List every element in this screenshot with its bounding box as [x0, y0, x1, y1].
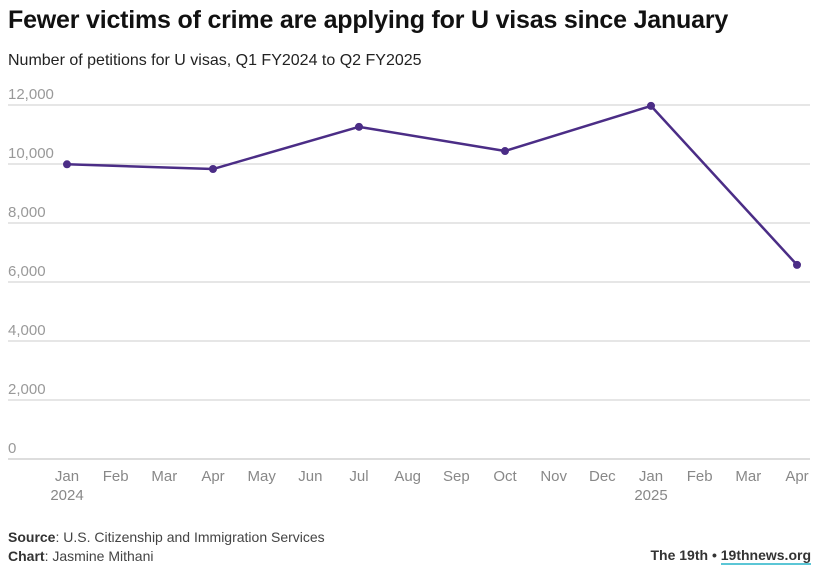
x-tick-label: May [247, 468, 276, 485]
data-point [209, 165, 217, 174]
x-tick-label: Jun [298, 468, 322, 485]
data-point [63, 160, 71, 169]
x-tick-label: Apr [785, 468, 808, 485]
x-tick-label: Jul [349, 468, 368, 485]
source-label: Source [8, 529, 56, 545]
line-chart: 0 2,000 4,000 6,000 8,000 10,000 12,000 Jan 2024… [8, 86, 810, 504]
x-tick-label: Mar [735, 468, 761, 485]
data-point [355, 122, 363, 131]
site-link[interactable]: 19thnews.org [720, 547, 811, 565]
x-tick-label: Oct [493, 468, 517, 485]
x-tick-label: Feb [103, 468, 129, 485]
y-tick-label: 4,000 [8, 322, 46, 339]
x-tick-label: Jan [639, 468, 663, 485]
data-point [793, 260, 801, 269]
chart-title: Fewer victims of crime are applying for … [8, 6, 729, 34]
x-tick-label: Aug [394, 468, 421, 485]
y-tick-label: 2,000 [8, 381, 46, 398]
x-tick-year: 2024 [50, 487, 83, 504]
y-tick-label: 10,000 [8, 145, 54, 162]
publisher-credit: The 19th • 19thnews.org [650, 547, 811, 565]
x-tick-label: Mar [151, 468, 177, 485]
chart-credit-line: Chart: Jasmine Mithani [8, 547, 325, 566]
source-line: Source: U.S. Citizenship and Immigration… [8, 528, 325, 547]
series-line [66, 104, 798, 266]
publisher-name: The 19th [650, 547, 709, 563]
footer-credits: Source: U.S. Citizenship and Immigration… [8, 528, 325, 566]
data-point [647, 101, 655, 110]
x-tick-label: Nov [540, 468, 567, 485]
x-tick-label: Dec [589, 468, 616, 485]
x-tick-label: Sep [443, 468, 470, 485]
chart-label: Chart [8, 548, 45, 564]
x-tick-label: Jan [55, 468, 79, 485]
separator: • [711, 547, 717, 563]
x-tick-label: Feb [687, 468, 713, 485]
y-tick-label: 12,000 [8, 86, 54, 103]
chart-credit-text: : Jasmine Mithani [44, 548, 154, 564]
data-point [501, 147, 509, 156]
x-tick-label: Apr [201, 468, 224, 485]
source-text: : U.S. Citizenship and Immigration Servi… [55, 529, 325, 545]
y-tick-label: 0 [8, 440, 16, 457]
y-tick-label: 6,000 [8, 263, 46, 280]
chart-subtitle: Number of petitions for U visas, Q1 FY20… [8, 52, 422, 69]
y-tick-label: 8,000 [8, 204, 46, 221]
x-tick-year: 2025 [634, 487, 667, 504]
